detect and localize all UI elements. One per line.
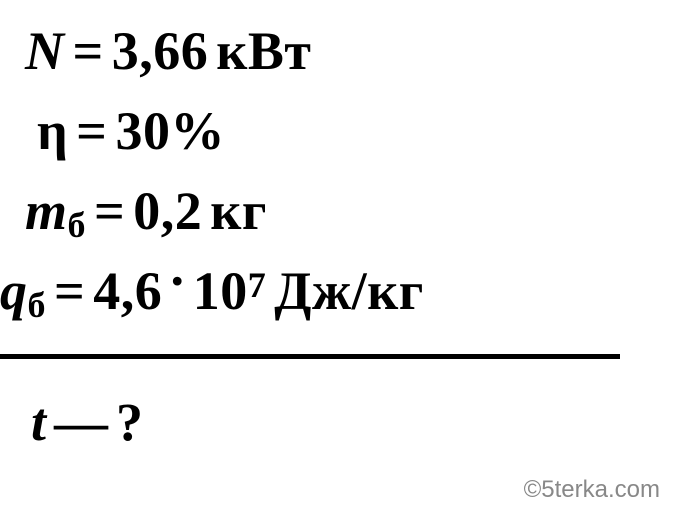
mass-unit: кг <box>210 180 267 242</box>
sub-b-heat: б <box>28 284 47 326</box>
heat-unit: Дж/кг <box>274 260 423 322</box>
equals: = <box>94 180 125 242</box>
question-mark: ? <box>116 391 143 453</box>
efficiency-value: 30% <box>115 100 225 162</box>
equals: = <box>73 20 104 82</box>
watermark: ©5terka.com <box>524 476 660 504</box>
heat-value: 4,6 <box>93 260 162 322</box>
var-m: m <box>25 180 68 242</box>
dash: — <box>54 391 108 453</box>
sub-b-mass: б <box>68 204 87 246</box>
power-unit: кВт <box>216 20 311 82</box>
physics-given-block: N = 3,66 кВт η = 30% m б = 0,2 кг q б = … <box>25 20 653 453</box>
heat-line: q б = 4,6 · 10 7 Дж/кг <box>0 260 653 322</box>
var-eta: η <box>37 100 68 162</box>
power-value: 3,66 <box>112 20 209 82</box>
equals: = <box>76 100 107 162</box>
mass-value: 0,2 <box>133 180 202 242</box>
equals: = <box>54 260 85 322</box>
question-line: t — ? <box>31 391 653 453</box>
var-t: t <box>31 391 46 453</box>
power-line: N = 3,66 кВт <box>25 20 653 82</box>
mass-line: m б = 0,2 кг <box>25 180 653 242</box>
mult-dot: · <box>168 250 187 312</box>
heat-base: 10 <box>193 260 248 322</box>
var-q: q <box>0 260 28 322</box>
efficiency-line: η = 30% <box>37 100 653 162</box>
var-N: N <box>25 20 65 82</box>
given-divider <box>0 354 620 359</box>
heat-exp: 7 <box>248 264 267 306</box>
